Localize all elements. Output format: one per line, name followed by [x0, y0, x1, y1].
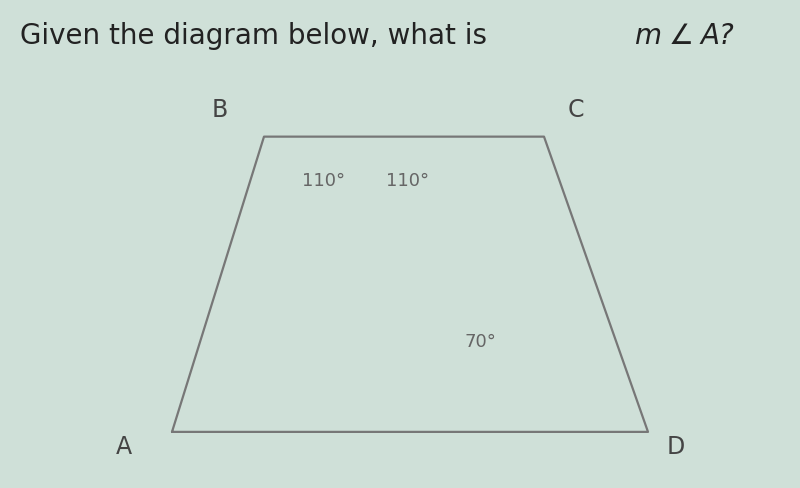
- Text: m: m: [634, 22, 661, 50]
- Text: D: D: [667, 434, 685, 459]
- Text: ∠: ∠: [669, 22, 694, 50]
- Text: 110°: 110°: [386, 172, 430, 189]
- Text: 70°: 70°: [464, 333, 496, 350]
- Text: Given the diagram below, what is: Given the diagram below, what is: [20, 22, 496, 50]
- Text: A: A: [116, 434, 132, 459]
- Text: A?: A?: [701, 22, 734, 50]
- Text: 110°: 110°: [302, 172, 346, 189]
- Text: C: C: [568, 98, 584, 122]
- Text: B: B: [212, 98, 228, 122]
